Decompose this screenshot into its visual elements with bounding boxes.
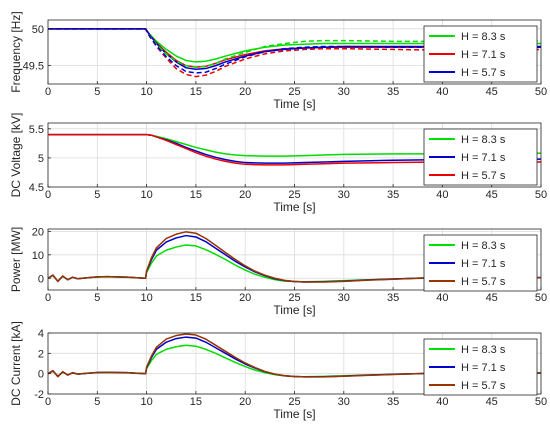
x-tick-label: 30 xyxy=(338,189,350,201)
legend: H = 8.3 s H = 7.1 s H = 5.7 s xyxy=(423,338,538,396)
x-tick-label: 5 xyxy=(94,86,100,98)
x-tick-label: 0 xyxy=(45,189,51,201)
x-tick-label: 15 xyxy=(190,189,202,201)
y-tick-label: 50 xyxy=(32,24,44,36)
legend: H = 8.3 s H = 7.1 s H = 5.7 s xyxy=(423,128,538,186)
x-axis-label: Time [s] xyxy=(273,407,315,421)
y-axis-label: DC Current [kA] xyxy=(9,321,23,406)
legend-label: H = 8.3 s xyxy=(461,240,506,252)
x-tick-label: 40 xyxy=(436,292,448,304)
series-line-6 xyxy=(48,28,541,74)
x-tick-label: 35 xyxy=(387,396,399,408)
series-group xyxy=(48,333,541,378)
x-tick-label: 40 xyxy=(436,189,448,201)
legend-label: H = 5.7 s xyxy=(461,67,506,79)
x-tick-label: 15 xyxy=(190,86,202,98)
y-tick-label: -2 xyxy=(34,389,44,401)
series-line-3 xyxy=(48,28,541,71)
legend-label: H = 8.3 s xyxy=(461,134,506,146)
x-tick-label: 20 xyxy=(239,292,251,304)
x-tick-label: 45 xyxy=(486,292,498,304)
x-tick-label: 0 xyxy=(45,86,51,98)
x-tick-label: 30 xyxy=(338,86,350,98)
series-line-3 xyxy=(48,333,541,378)
legend-label: H = 5.7 s xyxy=(461,276,506,288)
y-tick-label: 4.5 xyxy=(29,182,44,194)
panel-3: 0 5 10 15 20 25 30 35 40 45 50 0 10 20 Time [s] Power [… xyxy=(9,226,547,317)
legend: H = 8.3 s H = 7.1 s H = 5.7 s xyxy=(423,234,538,292)
y-tick-label: 4 xyxy=(38,328,44,340)
x-tick-label: 40 xyxy=(436,396,448,408)
legend: H = 8.3 s H = 7.1 s H = 5.7 s xyxy=(423,25,538,83)
x-tick-label: 25 xyxy=(288,396,300,408)
series-group xyxy=(48,133,541,166)
x-tick-label: 5 xyxy=(94,189,100,201)
x-tick-label: 45 xyxy=(486,189,498,201)
series-line-3 xyxy=(48,133,541,166)
panel-1: 0 5 10 15 20 25 30 35 40 45 50 49.5 50 Time [s] Freque… xyxy=(9,11,547,111)
legend-label: H = 8.3 s xyxy=(461,344,506,356)
x-tick-label: 20 xyxy=(239,86,251,98)
y-tick-label: 0 xyxy=(38,369,44,381)
x-tick-label: 35 xyxy=(387,292,399,304)
x-tick-label: 10 xyxy=(140,86,152,98)
x-tick-label: 15 xyxy=(190,292,202,304)
x-tick-label: 0 xyxy=(45,396,51,408)
legend-label: H = 5.7 s xyxy=(461,170,506,182)
series-line-4 xyxy=(48,28,541,68)
x-axis-label: Time [s] xyxy=(273,200,315,214)
series-group xyxy=(48,231,541,283)
y-tick-label: 10 xyxy=(32,250,44,262)
legend-label: H = 7.1 s xyxy=(461,152,506,164)
y-tick-label: 0 xyxy=(38,273,44,285)
x-axis-label: Time [s] xyxy=(273,97,315,111)
y-tick-label: 2 xyxy=(38,348,44,360)
x-tick-label: 35 xyxy=(387,86,399,98)
x-tick-label: 0 xyxy=(45,292,51,304)
x-tick-label: 25 xyxy=(288,292,300,304)
legend-label: H = 7.1 s xyxy=(461,258,506,270)
legend-label: H = 8.3 s xyxy=(461,31,506,43)
y-tick-label: 49.5 xyxy=(23,61,44,73)
x-tick-label: 45 xyxy=(486,86,498,98)
legend-label: H = 7.1 s xyxy=(461,49,506,61)
x-tick-label: 5 xyxy=(94,292,100,304)
x-tick-label: 50 xyxy=(535,292,547,304)
x-tick-label: 20 xyxy=(239,396,251,408)
x-axis-label: Time [s] xyxy=(273,303,315,317)
y-tick-label: 5 xyxy=(38,153,44,165)
legend-label: H = 7.1 s xyxy=(461,362,506,374)
x-tick-label: 10 xyxy=(140,396,152,408)
y-axis-label: Frequency [Hz] xyxy=(9,11,23,92)
series-line-3 xyxy=(48,231,541,283)
x-tick-label: 45 xyxy=(486,396,498,408)
series-group xyxy=(48,28,541,78)
y-tick-label: 20 xyxy=(32,226,44,238)
x-tick-label: 50 xyxy=(535,189,547,201)
x-tick-label: 10 xyxy=(140,292,152,304)
legend-label: H = 5.7 s xyxy=(461,380,506,392)
x-tick-label: 30 xyxy=(338,396,350,408)
x-tick-label: 10 xyxy=(140,189,152,201)
x-tick-label: 20 xyxy=(239,189,251,201)
panel-2: 0 5 10 15 20 25 30 35 40 45 50 4.5 5 5.5 Time [s] DC Vo… xyxy=(9,113,547,214)
x-tick-label: 30 xyxy=(338,292,350,304)
x-tick-label: 50 xyxy=(535,396,547,408)
x-tick-label: 35 xyxy=(387,189,399,201)
x-tick-label: 25 xyxy=(288,86,300,98)
y-axis-label: DC Voltage [kV] xyxy=(9,113,23,198)
x-tick-label: 40 xyxy=(436,86,448,98)
y-axis-label: Power [MW] xyxy=(9,227,23,292)
series-line-1 xyxy=(48,133,541,157)
x-tick-label: 5 xyxy=(94,396,100,408)
y-tick-label: 5.5 xyxy=(29,124,44,136)
x-tick-label: 50 xyxy=(535,86,547,98)
x-tick-label: 25 xyxy=(288,189,300,201)
x-tick-label: 15 xyxy=(190,396,202,408)
